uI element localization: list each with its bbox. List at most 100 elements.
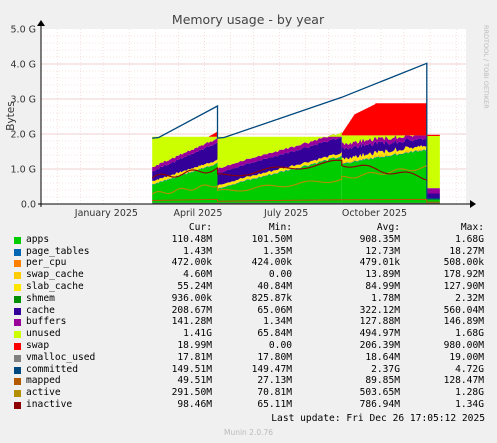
area-unused — [426, 135, 440, 189]
legend-avg: 2.37G — [371, 363, 400, 375]
area-cache — [426, 193, 440, 200]
x-tick-label: July 2025 — [263, 208, 308, 219]
series-lines — [151, 62, 440, 204]
legend-swatch — [14, 272, 21, 280]
legend-max: 1.68G — [455, 233, 484, 245]
legend-item-page-tables: page_tables 1.43M 1.35M 12.73M 18.27M — [14, 246, 492, 258]
legend-avg: 908.35M — [359, 233, 400, 245]
x-axis-arrow — [470, 200, 476, 208]
area-unused — [152, 136, 218, 168]
legend-name: vmalloc_used — [26, 351, 96, 363]
y-tick-label: 2.0 G — [11, 130, 37, 141]
y-tick-label: 0.0 — [21, 200, 36, 211]
legend-max: 128.47M — [443, 375, 484, 387]
area-slab_cache — [341, 145, 427, 163]
area-cache — [341, 137, 427, 160]
area-buffers — [217, 132, 342, 174]
legend-header-min: Min: — [268, 222, 292, 233]
legend-avg: 494.97M — [359, 328, 400, 340]
line-active — [151, 165, 427, 195]
area-page_tables — [341, 148, 427, 165]
legend-cur: 17.81M — [177, 351, 212, 363]
legend-item-buffers: buffers 141.28M 1.34M 127.88M 146.89M — [14, 316, 492, 328]
legend-name: cache — [26, 304, 55, 316]
y-axis-label: Bytes — [5, 101, 17, 130]
legend-cur: 208.67M — [171, 304, 212, 316]
x-tick-label: April 2025 — [173, 208, 222, 219]
legend-item-swap-cache: swap_cache 4.60M 0.00 13.89M 178.92M — [14, 269, 492, 281]
area-buffers — [152, 138, 218, 172]
legend-min: 65.06M — [257, 304, 292, 316]
legend-avg: 479.01k — [359, 257, 400, 269]
legend-item-slab-cache: slab_cache 55.24M 40.84M 84.99M 127.90M — [14, 281, 492, 293]
legend-cur: 141.28M — [171, 316, 212, 328]
legend-item-inactive: inactive 98.46M 65.11M 786.94M 1.34G — [14, 399, 492, 411]
x-tick-label: October 2025 — [342, 208, 407, 219]
legend-cur: 472.00k — [171, 257, 212, 269]
area-swap — [341, 103, 427, 136]
area-slab_cache — [217, 152, 342, 189]
legend-max: 127.90M — [443, 280, 484, 292]
legend-avg: 786.94M — [359, 398, 400, 410]
legend-swatch — [14, 354, 21, 362]
y-tick-label: 3.0 G — [11, 95, 37, 106]
legend-name: buffers — [26, 316, 67, 328]
legend-rows: apps 110.48M 101.50M 908.35M 1.68G page_table… — [14, 234, 492, 411]
legend-max: 146.89M — [443, 316, 484, 328]
legend-avg: 503.65M — [359, 387, 400, 399]
legend-max: 980.00M — [443, 339, 484, 351]
legend-min: 27.13M — [257, 375, 292, 387]
legend-swatch — [14, 283, 21, 291]
x-tick-labels: January 2025 April 2025 July 2025 October 2… — [74, 208, 407, 219]
legend-swatch — [14, 307, 21, 315]
chart-svg: Memory usage - by year Bytes RRDTOOL / T… — [5, 12, 490, 219]
legend-cur: 98.46M — [177, 398, 212, 410]
legend-item-shmem: shmem 936.00k 825.87k 1.78M 2.32M — [14, 293, 492, 305]
side-label: RRDTOOL / TOBI OETIKER — [482, 25, 490, 109]
legend-avg: 322.12M — [359, 304, 400, 316]
area-buffers — [426, 188, 440, 194]
legend-max: 1.34G — [455, 398, 484, 410]
legend-min: 0.00 — [268, 269, 292, 281]
area-swap_cache — [217, 154, 342, 189]
y-axis-arrow — [37, 20, 45, 26]
area-page_tables — [152, 162, 218, 185]
x-tick-label: January 2025 — [74, 208, 138, 219]
legend-min: 149.47M — [251, 363, 292, 375]
legend-swatch — [14, 390, 21, 398]
legend-min: 40.84M — [257, 280, 292, 292]
legend-avg: 12.73M — [365, 245, 400, 257]
munin-version: Munin 2.0.76 — [223, 428, 274, 437]
legend-cur: 4.60M — [183, 269, 212, 281]
legend-item-cache: cache 208.67M 65.06M 322.12M 560.04M — [14, 305, 492, 317]
legend-cur: 49.51M — [177, 375, 212, 387]
legend-swatch — [14, 236, 21, 244]
legend-item-committed: committed 149.51M 149.47M 2.37G 4.72G — [14, 364, 492, 376]
area-buffers — [341, 133, 427, 150]
legend-name: inactive — [26, 398, 73, 410]
legend-swatch — [14, 331, 21, 339]
legend-name: shmem — [26, 292, 55, 304]
legend-cur: 55.24M — [177, 280, 212, 292]
legend-swatch — [14, 260, 21, 268]
legend-item-apps: apps 110.48M 101.50M 908.35M 1.68G — [14, 234, 492, 246]
legend-name: apps — [26, 233, 50, 245]
legend-cur: 1.43M — [183, 245, 212, 257]
legend-name: swap_cache — [26, 269, 84, 281]
legend-header-avg: Avg: — [376, 222, 400, 233]
legend-item-vmalloc-used: vmalloc_used 17.81M 17.80M 18.64M 19.00M — [14, 352, 492, 364]
legend-item-per-cpu: per_cpu 472.00k 424.00k 479.01k 508.00k — [14, 257, 492, 269]
legend-cur: 936.00k — [171, 292, 212, 304]
legend-cur: 291.50M — [171, 387, 212, 399]
legend-item-mapped: mapped 49.51M 27.13M 89.85M 128.47M — [14, 375, 492, 387]
legend-item-active: active 291.50M 70.81M 503.65M 1.28G — [14, 387, 492, 399]
area-apps — [426, 199, 440, 204]
legend-name: unused — [26, 328, 61, 340]
legend-swatch — [14, 295, 21, 303]
area-apps — [217, 155, 342, 204]
y-tick-labels: 0.0 1.0 G 2.0 G 3.0 G 4.0 G 5.0 G — [11, 25, 37, 211]
legend-avg: 127.88M — [359, 316, 400, 328]
y-tick-label: 1.0 G — [11, 165, 37, 176]
legend-swatch — [14, 366, 21, 374]
legend-name: mapped — [26, 375, 61, 387]
